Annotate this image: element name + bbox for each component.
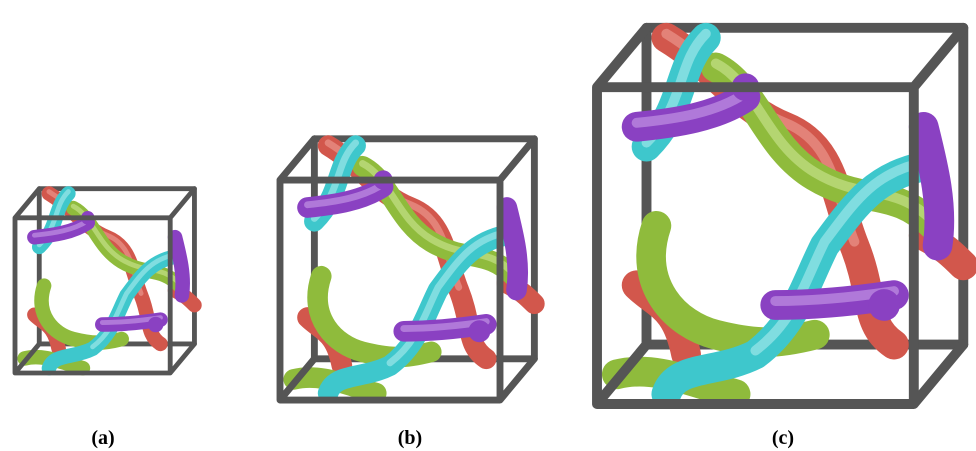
page: (a) (b) (c) (() => { const data = JSON.p… <box>0 0 976 451</box>
panel-label: (a) <box>91 427 114 449</box>
panel-c-image <box>597 28 963 404</box>
panel-label: (c) <box>772 427 794 449</box>
panel-label: (b) <box>398 427 422 449</box>
figure: (a) (b) (c) <box>0 0 976 451</box>
panel-a-image <box>15 189 194 373</box>
panel-b-image <box>280 139 534 400</box>
